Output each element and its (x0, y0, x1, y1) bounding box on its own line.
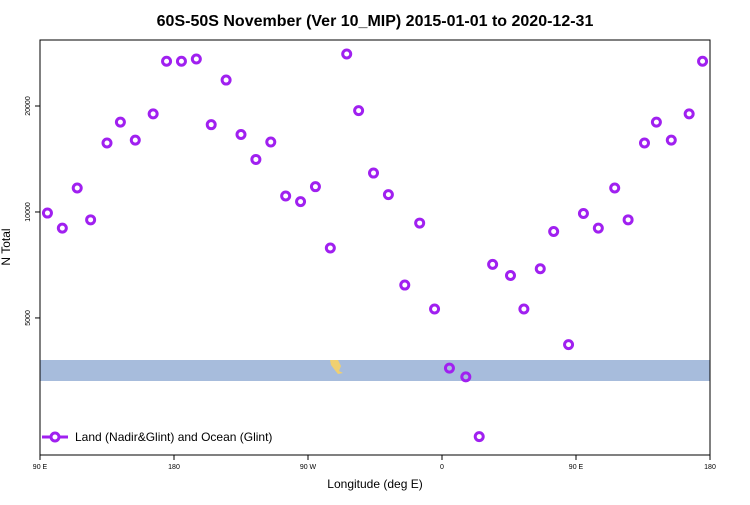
y-tick-label: 10000 (25, 202, 32, 222)
point (638, 137, 650, 149)
point (460, 371, 472, 383)
point (56, 222, 68, 234)
legend-label: Land (Nadir&Glint) and Ocean (Glint) (75, 430, 272, 444)
point (518, 303, 530, 315)
x-axis-label: Longitude (deg E) (327, 477, 422, 491)
point (280, 190, 292, 202)
point (235, 128, 247, 140)
point (250, 153, 262, 165)
point (473, 431, 485, 443)
point (265, 136, 277, 148)
point (548, 226, 560, 238)
point (577, 208, 589, 220)
point (650, 116, 662, 128)
point (175, 55, 187, 67)
point (129, 134, 141, 146)
point (101, 137, 113, 149)
point (487, 258, 499, 270)
point (190, 53, 202, 65)
x-tick-label: 90 E (33, 464, 48, 471)
point (114, 116, 126, 128)
point (353, 105, 365, 117)
point (683, 108, 695, 120)
point (309, 181, 321, 193)
point (382, 189, 394, 201)
point (220, 74, 232, 86)
y-axis-label: N Total (0, 228, 13, 265)
point (665, 134, 677, 146)
x-tick-label: 90 W (300, 464, 317, 471)
land-patch (330, 360, 343, 374)
point (85, 214, 97, 226)
point (205, 119, 217, 131)
map-strip (40, 360, 710, 381)
point (592, 222, 604, 234)
point (295, 196, 307, 208)
point (609, 182, 621, 194)
x-tick-label: 180 (704, 464, 716, 471)
legend: Land (Nadir&Glint) and Ocean (Glint) (42, 430, 272, 444)
point (147, 108, 159, 120)
x-tick-label: 90 E (569, 464, 584, 471)
chart-title: 60S-50S November (Ver 10_MIP) 2015-01-01… (157, 13, 594, 30)
point (161, 55, 173, 67)
x-tick-label: 180 (168, 464, 180, 471)
point (504, 270, 516, 282)
x-tick-label: 0 (440, 464, 444, 471)
point (443, 362, 455, 374)
point (622, 214, 634, 226)
point (341, 48, 353, 60)
point (368, 167, 380, 179)
point (41, 207, 53, 219)
point (399, 279, 411, 291)
point (563, 339, 575, 351)
point (71, 182, 83, 194)
point (534, 263, 546, 275)
y-tick-label: 20000 (25, 96, 32, 116)
y-tick-label: 5000 (25, 310, 32, 326)
legend-marker (49, 431, 61, 443)
point (429, 303, 441, 315)
plot-frame (39, 39, 711, 456)
point (414, 217, 426, 229)
point (324, 242, 336, 254)
point (697, 55, 709, 67)
